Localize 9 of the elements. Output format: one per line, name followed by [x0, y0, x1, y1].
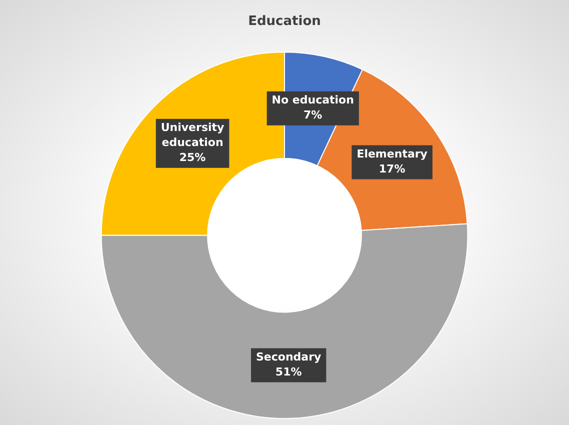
data-label: 7% [304, 108, 322, 122]
slice-label: No education [272, 94, 354, 107]
slice-label: Secondary [256, 350, 322, 364]
chart-title: Education [248, 14, 321, 30]
slice-label: University education [160, 121, 224, 150]
data-label: 17% [378, 162, 406, 176]
data-label: 25% [179, 151, 206, 164]
slice-label: Elementary [356, 148, 428, 161]
data-label: 51% [275, 366, 302, 379]
